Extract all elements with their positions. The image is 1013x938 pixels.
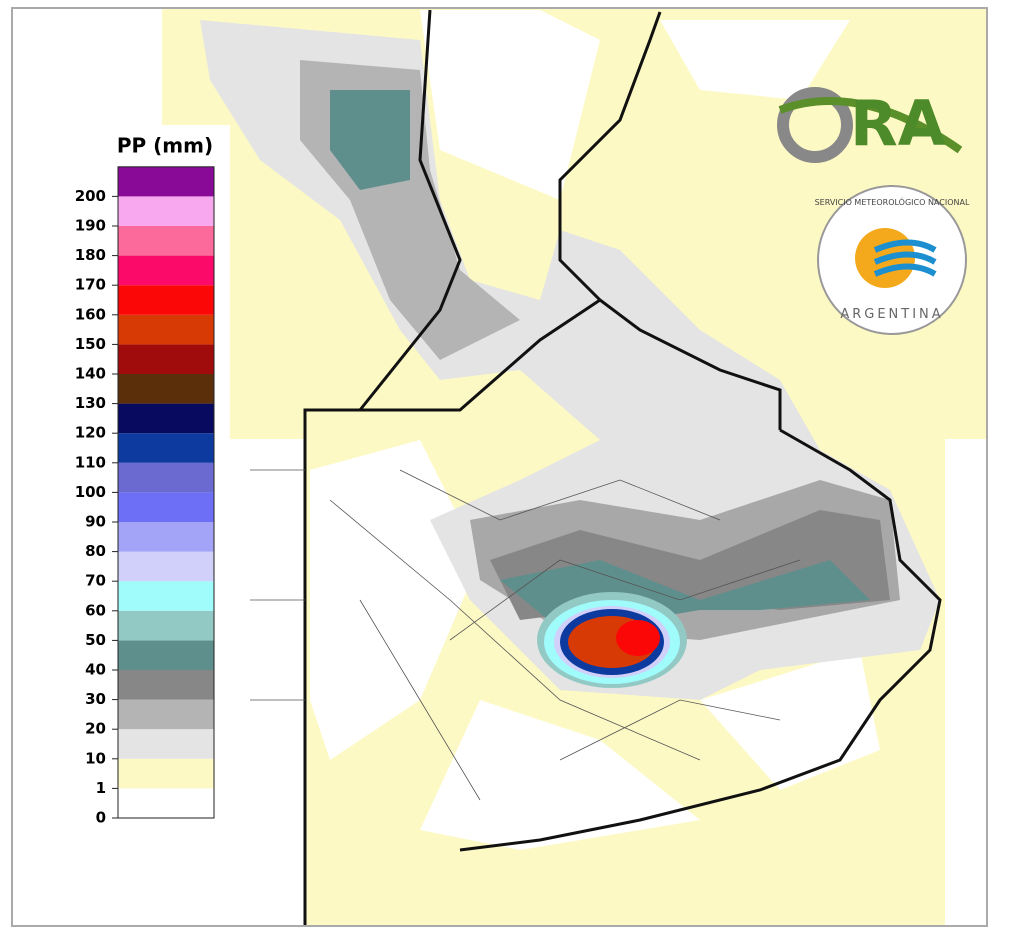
- color-band: [118, 551, 214, 582]
- tick-label: 110: [75, 453, 106, 471]
- tick-label: 60: [85, 601, 106, 619]
- color-band: [118, 522, 214, 552]
- color-band: [118, 610, 214, 641]
- tick-label: 200: [75, 187, 106, 205]
- legend: 0110203040506070809010011012013014015016…: [75, 166, 215, 827]
- color-band: [118, 166, 214, 197]
- color-band: [118, 670, 214, 700]
- tick-label: 40: [85, 661, 106, 679]
- color-band: [118, 403, 214, 434]
- color-band: [118, 699, 214, 730]
- tick-label: 160: [75, 305, 106, 323]
- tick-label: 50: [85, 631, 106, 649]
- tick-label: 120: [75, 424, 106, 442]
- color-band: [118, 640, 214, 670]
- color-band: [118, 758, 214, 789]
- color-band: [118, 285, 214, 315]
- color-band: [118, 433, 214, 463]
- department-lines: [250, 469, 801, 801]
- ora-logo: RA: [850, 87, 946, 160]
- precip-field: [162, 9, 986, 925]
- tick-label: 70: [85, 572, 106, 590]
- logos: RA SERVICIO METEOROLÓGICO NACIONAL ARGEN…: [777, 87, 970, 335]
- color-band: [118, 462, 214, 493]
- color-band: [118, 788, 214, 818]
- tick-label: 80: [85, 542, 106, 560]
- color-band: [118, 314, 214, 345]
- tick-label: 170: [75, 276, 106, 294]
- color-band: [118, 255, 214, 286]
- color-band: [118, 196, 214, 226]
- tick-label: 10: [85, 749, 106, 767]
- tick-label: 0: [96, 809, 106, 827]
- smn-name: SERVICIO METEOROLÓGICO NACIONAL: [815, 196, 970, 207]
- ora-swoosh: [778, 97, 963, 154]
- color-band: [118, 374, 214, 404]
- tick-label: 150: [75, 335, 106, 353]
- tick-label: 190: [75, 217, 106, 235]
- tick-label: 130: [75, 394, 106, 412]
- borders: [303, 9, 942, 925]
- tick-label: 180: [75, 246, 106, 264]
- tick-label: 1: [96, 779, 106, 797]
- legend-title: PP (mm): [117, 134, 213, 158]
- color-band: [118, 492, 214, 522]
- tick-label: 140: [75, 365, 106, 383]
- color-band: [118, 729, 214, 759]
- color-band: [118, 344, 214, 374]
- tick-label: 30: [85, 690, 106, 708]
- color-band: [118, 581, 214, 611]
- tick-label: 100: [75, 483, 106, 501]
- tick-label: 90: [85, 513, 106, 531]
- ora-ring: [777, 87, 853, 163]
- color-band: [118, 226, 214, 256]
- smn-country: ARGENTINA: [840, 307, 943, 322]
- tick-label: 20: [85, 720, 106, 738]
